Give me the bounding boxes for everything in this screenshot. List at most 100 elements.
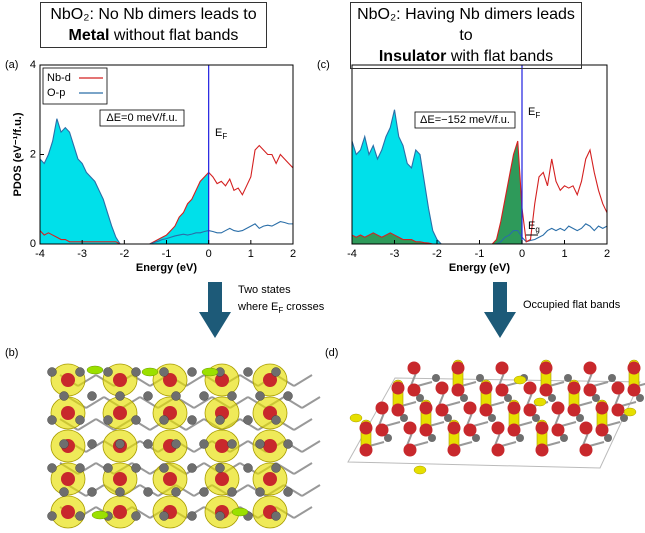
o-atom [228,440,237,449]
fermi-label-sub: F [535,111,540,120]
bond [294,375,312,386]
o-atom [256,440,265,449]
o-atom [228,488,237,497]
x-tick-label: -1 [162,248,172,260]
nb-atom [215,439,229,453]
x-tick-label: -4 [347,248,357,260]
nb-atom [360,422,373,435]
o-atom [200,440,209,449]
o-atom [160,416,169,425]
nb-atom [163,472,177,486]
bond [294,419,312,430]
nb-atom [524,404,537,417]
nb-atom [524,382,537,395]
nb-atom [568,382,581,395]
fermi-label: EF [215,127,227,141]
nb-atom [552,424,565,437]
o-atom [76,416,85,425]
nb-atom [552,402,565,415]
o-atom [244,464,253,473]
y-tick-label: 2 [30,148,36,160]
nb-atom [492,444,505,457]
o-atom [160,512,169,521]
header-rest: with flat bands [451,48,553,65]
o-atom [172,440,181,449]
header-box: NbO₂: Having Nb dimers leads to Insulato… [350,2,582,69]
nb-atom [376,402,389,415]
nb-atom [404,444,417,457]
nb-atom [612,382,625,395]
fermi-label-main: E [215,127,222,139]
orbital-lobe [534,398,546,406]
o-atom [244,416,253,425]
o-atom [172,488,181,497]
o-atom [132,416,141,425]
nb-atom [61,406,75,420]
nb-atom [263,472,277,486]
bond [186,375,204,386]
nb-atom [568,404,581,417]
o-atom [76,512,85,521]
gap-label: Eg [528,220,540,234]
o-atom [104,368,113,377]
o-atom [60,488,69,497]
nb-atom [584,362,597,375]
o-atom [272,512,281,521]
x-tick-label: -4 [35,248,45,260]
o-atom [48,416,57,425]
orbital-lobe [350,414,362,422]
o-atom [228,392,237,401]
o-atom [48,512,57,521]
o-atom [256,392,265,401]
o-atom [284,440,293,449]
bond [302,485,320,496]
nb-atom [392,382,405,395]
o-atom [244,368,253,377]
o-atom [160,464,169,473]
o-atom [104,464,113,473]
header-box: NbO₂: No Nb dimers leads to Metal withou… [40,2,267,48]
o-atom [116,440,125,449]
x-tick-label: -3 [390,248,400,260]
panel-label: (a) [5,59,18,71]
nb-atom [536,444,549,457]
nb-atom [628,384,641,397]
nb-atom [612,404,625,417]
arrow-text-pre: where E [237,301,278,313]
arrow-text: where EF crosses [237,301,325,315]
fermi-label-main: E [528,106,535,118]
o-atom [132,464,141,473]
nb-atom [580,444,593,457]
panel-label: (d) [325,347,338,359]
o-atom [76,464,85,473]
o-atom [48,464,57,473]
nb-atom [480,382,493,395]
nb-atom [580,422,593,435]
o-atom [272,368,281,377]
x-axis-label: Energy (eV) [136,262,197,274]
orbital-lobe [624,408,636,416]
o-atom [272,464,281,473]
y-tick-label: 0 [30,238,36,250]
orbital-lobe [414,466,426,474]
o-atom [188,464,197,473]
gap-label-main: E [528,220,535,232]
o-atom [216,464,225,473]
x-tick-label: -3 [77,248,87,260]
structure-image [48,364,321,528]
header-rest: without flat bands [114,27,239,44]
o-atom [256,488,265,497]
nb-atom [436,382,449,395]
nb-atom [540,362,553,375]
nb-atom [628,362,641,375]
nb-atom [536,422,549,435]
occupied-area [40,119,293,244]
bond [294,463,312,474]
nb-atom [404,422,417,435]
bond [294,507,312,518]
nb-atom [496,362,509,375]
nb-atom [464,424,477,437]
header-line: NbO₂: No Nb dimers leads to [50,6,256,23]
nb-atom [584,384,597,397]
nb-atom [540,384,553,397]
